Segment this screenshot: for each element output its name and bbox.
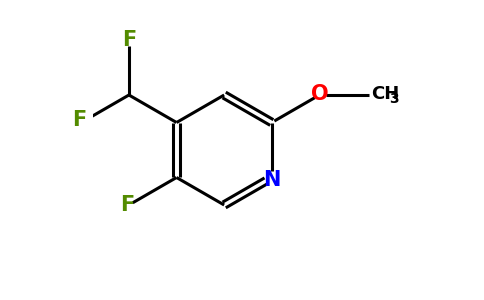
Text: N: N	[263, 170, 280, 190]
Text: F: F	[120, 195, 134, 215]
Text: O: O	[311, 83, 328, 103]
Text: CH: CH	[372, 85, 400, 103]
Text: F: F	[122, 30, 136, 50]
Text: 3: 3	[389, 92, 399, 106]
Text: F: F	[73, 110, 87, 130]
